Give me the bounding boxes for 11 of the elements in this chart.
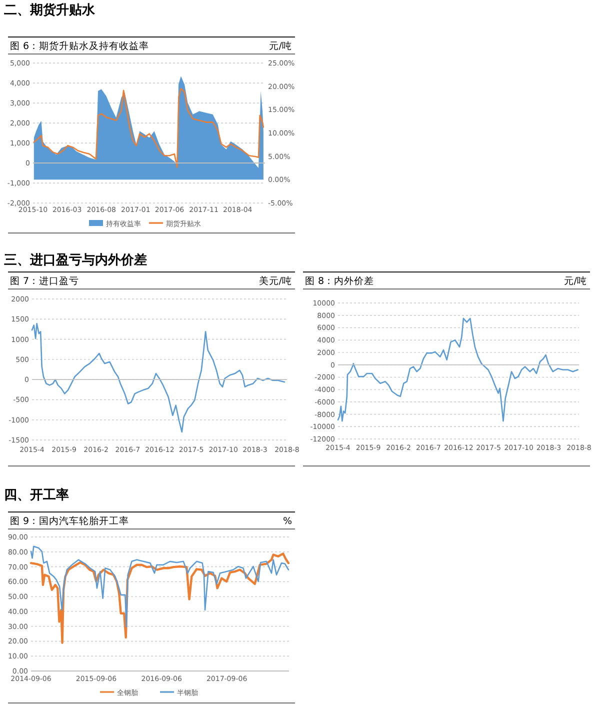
chart-title: 图 9：国内汽车轮胎开工率	[10, 515, 130, 527]
chart-subtitle: 美元/吨	[258, 275, 292, 287]
chart-title: 图 8：内外价差	[305, 275, 374, 287]
text: 三、进口盈亏与内外价差	[4, 253, 147, 268]
text: 二、期货升贴水	[4, 2, 96, 18]
chart-subtitle: 元/吨	[564, 275, 587, 287]
chart-title: 图 6：期货升贴水及持有收益率	[10, 40, 150, 52]
chart-title: 图 7：进口盈亏	[10, 275, 80, 287]
chart-subtitle: 元/吨	[268, 40, 292, 52]
text: 四、开工率	[4, 487, 69, 503]
chart-subtitle: %	[282, 516, 292, 527]
